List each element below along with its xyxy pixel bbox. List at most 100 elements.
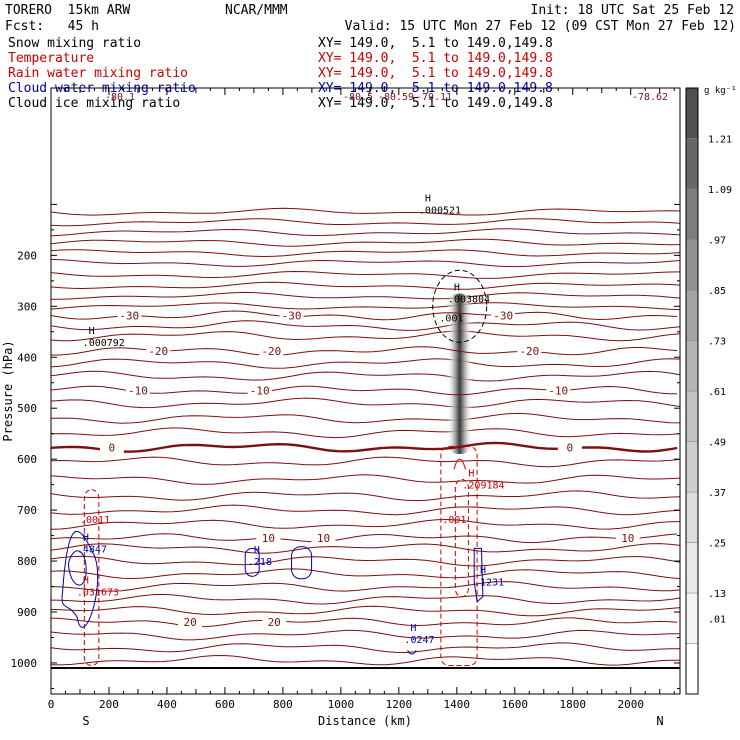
- x-tick-label: 1000: [328, 698, 355, 711]
- maximum-value: .031673: [77, 588, 119, 599]
- maximum-value: .1231: [474, 577, 504, 588]
- legend-rain-xy: XY= 149.0, 5.1 to 149.0,149.8: [318, 66, 553, 81]
- contour-label: .001: [442, 515, 466, 526]
- contour-label-bg: [491, 309, 516, 322]
- colorbar-level: .49: [708, 438, 726, 449]
- y-tick-label: 600: [17, 453, 37, 466]
- isotherm: [51, 543, 680, 554]
- isotherm: [51, 330, 680, 342]
- legend-cloudice-name: Cloud ice mixing ratio: [8, 96, 181, 111]
- maximum-marker: H: [454, 283, 460, 294]
- isotherm: [51, 427, 680, 439]
- legend-snow-name: Snow mixing ratio: [8, 36, 142, 51]
- rain-water-cap: [453, 458, 466, 470]
- maximum-marker: H: [410, 623, 416, 634]
- x-tick-label: 1200: [386, 698, 413, 711]
- temperature-label: -10: [250, 384, 270, 397]
- isotherm: [51, 581, 680, 592]
- maximum-value: .209184: [462, 481, 504, 492]
- maximum-value: .0247: [404, 635, 434, 646]
- contour-label-bg: [262, 616, 287, 629]
- colorbar-segment: [685, 542, 699, 594]
- isotherm: [51, 397, 680, 409]
- isotherm: [51, 568, 680, 580]
- contour-label-bg: [517, 345, 542, 358]
- y-tick-label: 200: [17, 249, 37, 262]
- x-tick-label: 2000: [617, 698, 644, 711]
- y-tick-label: 900: [17, 606, 37, 619]
- maximum-value: .003804: [448, 295, 490, 306]
- maximum-marker: H: [83, 576, 89, 587]
- contour-label-bg: [259, 345, 284, 358]
- cloud-water-contour-south: [61, 531, 99, 628]
- colorbar-level: .25: [708, 539, 726, 550]
- init-time: Init: 18 UTC Sat 25 Feb 12: [530, 3, 735, 18]
- x-tick-label: 1600: [502, 698, 529, 711]
- temperature-label: -30: [119, 309, 139, 322]
- maximum-marker: H: [89, 326, 95, 337]
- legend-cloudice-xy: XY= 149.0, 5.1 to 149.0,149.8: [318, 96, 553, 111]
- org-label: NCAR/MMM: [225, 3, 288, 18]
- colorbar-segment: [685, 390, 699, 442]
- colorbar-level: .13: [708, 589, 726, 600]
- isotherm-upper: [51, 238, 680, 247]
- colorbar-segment: [685, 491, 699, 543]
- isotherm: [51, 593, 680, 605]
- contour-label: .001: [439, 314, 463, 325]
- temperature-label: 10: [317, 532, 330, 545]
- isotherm: [51, 504, 680, 516]
- maximum-value: .4847: [77, 544, 107, 555]
- colorbar-segment: [685, 441, 699, 493]
- temperature-label: -20: [148, 345, 168, 358]
- top-temperature-label: -80.5: [343, 92, 373, 103]
- contour-label-bg: [146, 345, 171, 358]
- x-tick-label: 800: [273, 698, 293, 711]
- isotherm: [51, 654, 680, 666]
- north-label: N: [656, 714, 663, 728]
- isotherm: [51, 555, 680, 567]
- temperature-label: 20: [268, 616, 281, 629]
- snow-mixing-ratio-core: [446, 293, 473, 455]
- colorbar-segment: [685, 188, 699, 240]
- isotherm-upper: [51, 249, 680, 258]
- temperature-label: -10: [128, 384, 148, 397]
- colorbar-level: 1.21: [708, 135, 732, 146]
- temperature-label: 0: [109, 441, 116, 454]
- contour-label-bg: [615, 532, 640, 545]
- colorbar-unit: g kg⁻¹: [704, 86, 737, 96]
- temperature-label: 20: [184, 616, 197, 629]
- model-title: TORERO 15km ARW: [5, 3, 131, 18]
- y-tick-label: 400: [17, 351, 37, 364]
- cloud-water-contour-south-inner: [67, 550, 87, 586]
- contour-label-bg: [178, 616, 203, 629]
- isotherm: [51, 412, 680, 424]
- temperature-contour--30: [51, 310, 678, 321]
- isotherm: [51, 490, 680, 502]
- temperature-label: -30: [282, 309, 302, 322]
- x-tick-label: 600: [215, 698, 235, 711]
- isotherm: [51, 358, 680, 369]
- contour-label-bg: [546, 384, 571, 397]
- temperature-contour--10: [51, 385, 678, 396]
- temperature-label: -30: [493, 309, 513, 322]
- colorbar-frame: [685, 87, 699, 695]
- y-tick-label: 300: [17, 300, 37, 313]
- colorbar-segment: [685, 592, 699, 644]
- isotherm: [51, 370, 680, 382]
- maximum-marker: H: [254, 545, 260, 556]
- colorbar-level: .61: [708, 387, 726, 398]
- cloud-ice-contour: [432, 269, 488, 343]
- contour-label: .0011: [80, 515, 110, 526]
- temperature-contour-10: [51, 533, 678, 544]
- colorbar-segment: [685, 643, 699, 695]
- forecast-hour: Fcst: 45 h: [5, 19, 99, 34]
- temperature-label: 0: [567, 441, 574, 454]
- colorbar-level: .37: [708, 488, 726, 499]
- top-temperature-label: -80.59: [378, 92, 414, 103]
- maximum-value: .218: [248, 557, 272, 568]
- top-temperature-label: -78.62: [632, 92, 668, 103]
- maximum-marker: H: [480, 565, 486, 576]
- cloud-water-contour-1231: [473, 547, 484, 603]
- y-axis-label: Pressure (hPa): [1, 340, 15, 441]
